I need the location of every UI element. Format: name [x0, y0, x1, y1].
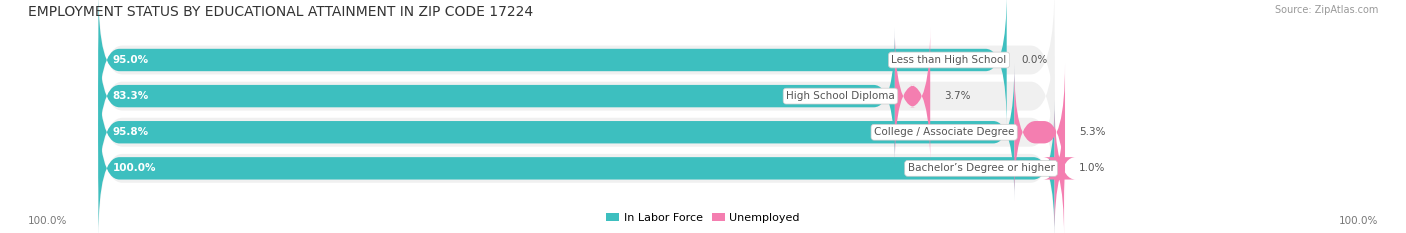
Text: 83.3%: 83.3%	[112, 91, 149, 101]
FancyBboxPatch shape	[98, 64, 1014, 200]
FancyBboxPatch shape	[98, 20, 1054, 172]
Text: 100.0%: 100.0%	[112, 163, 156, 173]
Text: 100.0%: 100.0%	[28, 216, 67, 226]
FancyBboxPatch shape	[98, 56, 1054, 208]
Text: Less than High School: Less than High School	[891, 55, 1007, 65]
Legend: In Labor Force, Unemployed: In Labor Force, Unemployed	[602, 209, 804, 227]
FancyBboxPatch shape	[894, 28, 931, 164]
Text: 95.0%: 95.0%	[112, 55, 149, 65]
Text: 3.7%: 3.7%	[945, 91, 972, 101]
Text: College / Associate Degree: College / Associate Degree	[875, 127, 1014, 137]
Text: 1.0%: 1.0%	[1078, 163, 1105, 173]
Text: Source: ZipAtlas.com: Source: ZipAtlas.com	[1274, 5, 1378, 15]
FancyBboxPatch shape	[98, 93, 1054, 233]
Text: 0.0%: 0.0%	[1021, 55, 1047, 65]
FancyBboxPatch shape	[1043, 100, 1076, 233]
FancyBboxPatch shape	[98, 0, 1054, 136]
FancyBboxPatch shape	[1014, 64, 1064, 200]
FancyBboxPatch shape	[98, 100, 1054, 233]
FancyBboxPatch shape	[98, 28, 894, 164]
Text: 100.0%: 100.0%	[1339, 216, 1378, 226]
Text: 95.8%: 95.8%	[112, 127, 149, 137]
Text: High School Diploma: High School Diploma	[786, 91, 894, 101]
Text: Bachelor’s Degree or higher: Bachelor’s Degree or higher	[908, 163, 1054, 173]
FancyBboxPatch shape	[98, 0, 1007, 128]
Text: 5.3%: 5.3%	[1080, 127, 1107, 137]
Text: EMPLOYMENT STATUS BY EDUCATIONAL ATTAINMENT IN ZIP CODE 17224: EMPLOYMENT STATUS BY EDUCATIONAL ATTAINM…	[28, 5, 533, 19]
